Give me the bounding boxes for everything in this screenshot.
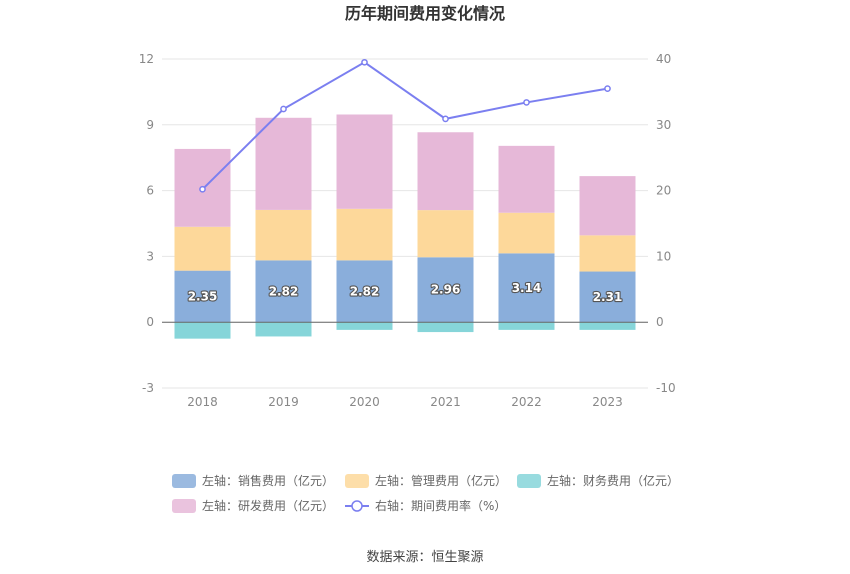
legend-swatch [172,499,196,513]
right-tick-label: 40 [656,52,671,66]
left-tick-label: 6 [146,184,154,198]
x-tick-label: 2021 [430,395,461,409]
rate-point [604,85,611,92]
rate-point [523,99,530,106]
bar-sales-2021 [417,257,474,323]
data-label-sales: 2.82 [350,284,380,298]
bar-finance-2020 [336,322,393,330]
right-tick-label: 10 [656,249,671,263]
bar-management-2018 [174,226,231,271]
bar-sales-2019 [255,260,312,323]
data-label-sales: 2.82 [269,284,299,298]
x-tick-label: 2023 [592,395,623,409]
bar-finance-2023 [579,322,636,330]
legend-label: 左轴：管理费用（亿元） [375,473,507,488]
bar-rd-2021 [417,132,474,211]
left-tick-label: -3 [142,381,154,395]
bar-sales-2023 [579,271,636,323]
bar-rd-2023 [579,176,636,236]
grid [162,58,648,389]
left-tick-label: 0 [146,315,154,329]
bar-finance-2021 [417,322,474,333]
bar-management-2021 [417,210,474,258]
legend-label: 左轴：销售费用（亿元） [202,473,334,488]
bar-sales-2022 [498,253,555,323]
left-tick-label: 3 [146,249,154,263]
bars [174,114,636,339]
source-text: 数据来源：恒生聚源 [366,550,483,565]
left-tick-label: 12 [139,52,154,66]
legend: 左轴：销售费用（亿元） 左轴：管理费用（亿元） 左轴：财务费用（亿元） 左轴：研发费用… [172,473,679,513]
chart-title: 历年期间费用变化情况 [345,4,505,23]
legend-label: 左轴：财务费用（亿元） [547,473,679,488]
data-label-sales: 2.35 [188,289,218,303]
bar-management-2020 [336,208,393,261]
rate-polyline [201,61,608,190]
bar-sales-2018 [174,270,231,323]
legend-label: 左轴：研发费用（亿元） [202,498,334,513]
bar-rd-2020 [336,114,393,209]
bar-finance-2019 [255,322,312,337]
bar-finance-2022 [498,322,555,330]
x-tick-label: 2018 [187,395,218,409]
x-tick-label: 2019 [268,395,299,409]
left-tick-label: 9 [146,118,154,132]
right-tick-label: 20 [656,184,671,198]
bar-management-2023 [579,235,636,272]
bar-management-2019 [255,209,312,261]
left-axis: -3 0 3 6 9 12 [139,52,154,395]
rate-line [199,58,611,193]
bar-rd-2022 [498,145,555,213]
data-labels: 2.35 2.82 2.82 2.96 3.14 2.31 [187,280,624,305]
rate-point [280,105,287,113]
legend-swatch [345,474,369,488]
bar-rd-2019 [255,117,312,210]
bar-management-2022 [498,212,555,254]
legend-swatch-marker [351,500,363,512]
rate-point [361,58,368,66]
right-tick-label: 0 [656,315,664,329]
data-label-sales: 2.31 [593,290,623,304]
legend-swatch [517,474,541,488]
right-axis: -10 0 10 20 30 40 [656,52,676,395]
bar-sales-2020 [336,260,393,323]
data-label-sales: 2.96 [431,283,461,297]
bar-finance-2018 [174,322,231,339]
x-tick-label: 2022 [511,395,542,409]
rate-point [442,115,449,123]
x-axis: 2018 2019 2020 2021 2022 2023 [187,395,623,409]
right-tick-label: 30 [656,118,671,132]
x-tick-label: 2020 [349,395,380,409]
right-tick-label: -10 [656,381,676,395]
legend-label: 右轴：期间费用率（%） [375,498,506,513]
legend-swatch [172,474,196,488]
data-label-sales: 3.14 [512,281,542,295]
rate-point [199,185,206,193]
